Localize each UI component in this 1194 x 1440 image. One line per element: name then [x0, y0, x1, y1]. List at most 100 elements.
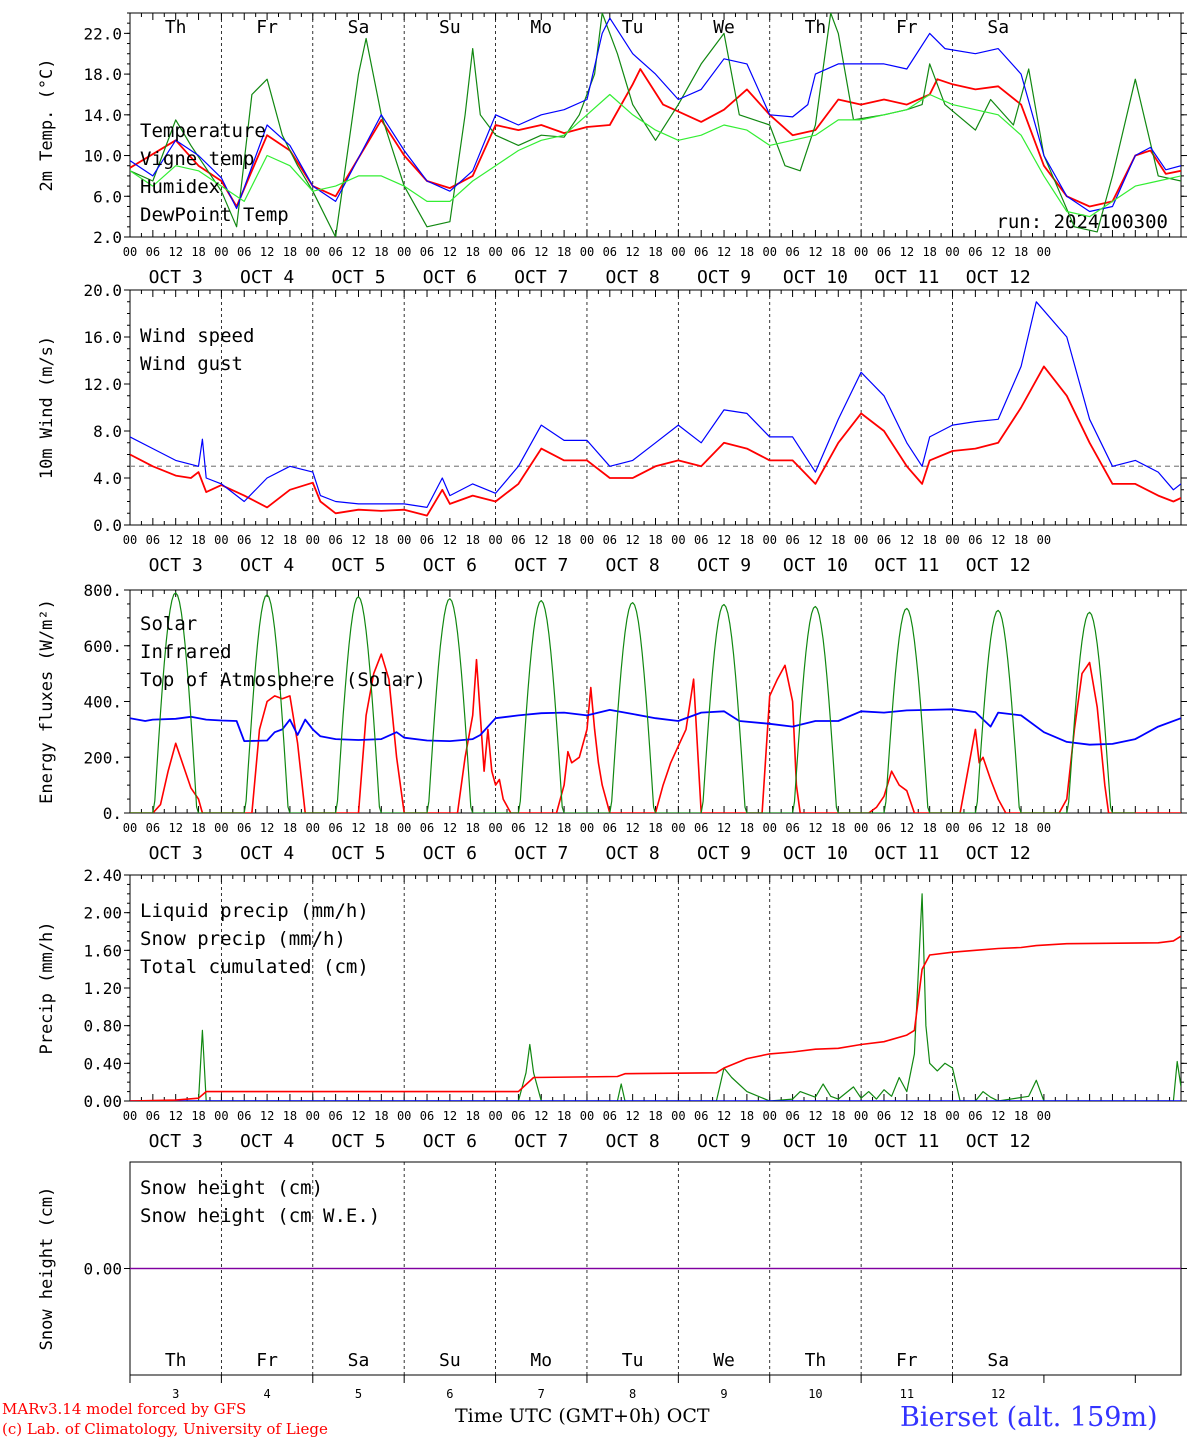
legend-entry: Liquid precip (mm/h) [140, 900, 369, 922]
hour-tick-label: 06 [146, 245, 160, 259]
hour-tick-label: 00 [397, 245, 411, 259]
hour-tick-label: 06 [785, 533, 799, 547]
hour-tick-label: 06 [694, 821, 708, 835]
hour-tick-label: 18 [191, 821, 205, 835]
hour-tick-label: 06 [968, 533, 982, 547]
y-tick-label: 1.20 [83, 979, 122, 998]
hour-tick-label: 18 [648, 1109, 662, 1123]
date-label: OCT 6 [423, 843, 477, 864]
date-label: OCT 9 [697, 267, 751, 288]
hour-tick-label: 06 [785, 245, 799, 259]
y-tick-label: 2.0 [93, 228, 122, 247]
y-tick-label: 2.40 [83, 866, 122, 885]
y-axis-label: Snow height (cm) [37, 1187, 57, 1351]
hour-tick-label: 18 [1014, 1109, 1028, 1123]
hour-tick-label: 18 [1014, 533, 1028, 547]
date-label: OCT 5 [331, 555, 385, 576]
station-name: Bierset (alt. 159m) [900, 1402, 1158, 1433]
plot-frame [129, 289, 1182, 526]
hour-tick-label: 18 [374, 245, 388, 259]
y-tick-label: 0.00 [83, 1092, 122, 1111]
date-label: OCT 10 [783, 843, 848, 864]
date-label: OCT 8 [606, 1131, 660, 1152]
hour-tick-label: 18 [648, 533, 662, 547]
date-label: OCT 11 [874, 1131, 939, 1152]
series-line-top-of-atmosphere-solar- [130, 592, 1136, 813]
date-label: OCT 7 [514, 555, 568, 576]
day-of-week-label: We [713, 17, 735, 38]
day-of-week-label: Th [805, 1350, 827, 1371]
hour-tick-label: 12 [351, 245, 365, 259]
hour-tick-label: 12 [900, 533, 914, 547]
hour-tick-label: 18 [922, 1109, 936, 1123]
hour-tick-label: 18 [374, 533, 388, 547]
hour-tick-label: 12 [351, 533, 365, 547]
hour-tick-label: 18 [465, 245, 479, 259]
date-label: OCT 6 [423, 267, 477, 288]
hour-tick-label: 00 [854, 1109, 868, 1123]
hour-tick-label: 12 [900, 1109, 914, 1123]
hour-tick-label: 12 [260, 1109, 274, 1123]
hour-tick-label: 06 [420, 821, 434, 835]
hour-tick-label: 06 [328, 821, 342, 835]
hour-tick-label: 00 [1037, 1109, 1051, 1123]
y-tick-label: 800. [83, 581, 122, 600]
series-group [130, 13, 1181, 237]
hour-tick-label: 12 [625, 245, 639, 259]
legend-entry: Wind speed [140, 325, 254, 347]
hour-tick-label: 18 [831, 1109, 845, 1123]
day-of-week-label: Su [439, 1350, 461, 1371]
hour-tick-label: 00 [763, 821, 777, 835]
hour-tick-label: 06 [603, 821, 617, 835]
date-label: OCT 11 [874, 267, 939, 288]
hour-tick-label: 12 [625, 821, 639, 835]
hour-tick-label: 00 [1037, 245, 1051, 259]
hour-tick-label: 00 [123, 821, 137, 835]
hour-tick-label: 12 [534, 821, 548, 835]
y-tick-label: 0.80 [83, 1017, 122, 1036]
y-tick-label: 20.0 [83, 281, 122, 300]
day-of-week-label: Fr [256, 1350, 278, 1371]
hour-tick-label: 00 [397, 533, 411, 547]
hour-tick-label: 12 [168, 821, 182, 835]
hour-tick-label: 18 [1014, 245, 1028, 259]
hour-tick-label: 06 [420, 533, 434, 547]
hour-tick-label: 12 [717, 1109, 731, 1123]
series-line-infrared [130, 708, 1181, 746]
legend-entry: Snow height (cm W.E.) [140, 1205, 380, 1227]
y-tick-label: 10.0 [83, 147, 122, 166]
hour-tick-label: 12 [443, 245, 457, 259]
legend-entry: Wind gust [140, 353, 243, 375]
hour-tick-label: 12 [260, 821, 274, 835]
panel-5: 0.00 Th 3 Fr 4 Sa 5 Su 6 Mo 7 Tu 8 We 9 Th 10 Fr 11 Sa 12 Sno… [37, 1161, 1187, 1401]
hour-tick-label: 00 [763, 533, 777, 547]
hour-tick-label: 18 [1014, 821, 1028, 835]
hour-tick-label: 00 [945, 533, 959, 547]
time-utc-label: Time UTC (GMT+0h) [455, 1405, 661, 1427]
hour-tick-label: 12 [991, 1109, 1005, 1123]
y-tick-label: 18.0 [83, 65, 122, 84]
date-label: OCT 11 [874, 843, 939, 864]
day-of-week-label: Th [165, 1350, 187, 1371]
day-of-week-label: Sa [348, 17, 370, 38]
hour-tick-label: 06 [328, 1109, 342, 1123]
lab-credit-line: (c) Lab. of Climatology, University of L… [2, 1420, 328, 1438]
y-tick-label: 0.00 [83, 1260, 122, 1279]
hour-tick-label: 00 [945, 245, 959, 259]
hour-tick-label: 06 [511, 533, 525, 547]
hour-tick-label: 18 [191, 1109, 205, 1123]
hour-tick-label: 00 [123, 1109, 137, 1123]
date-label: OCT 12 [966, 843, 1031, 864]
hour-tick-label: 00 [488, 1109, 502, 1123]
y-tick-label: 200. [83, 748, 122, 767]
day-number-label: 7 [538, 1387, 545, 1401]
hour-tick-label: 18 [283, 821, 297, 835]
legend-entry: Top of Atmosphere (Solar) [140, 669, 426, 691]
date-label: OCT 12 [966, 267, 1031, 288]
hour-tick-label: 12 [443, 821, 457, 835]
day-number-label: 11 [900, 1387, 914, 1401]
hour-tick-label: 12 [808, 1109, 822, 1123]
panel-2: 0.0 4.0 8.0 12.0 16.0 20.0 00 06 12 18 00 06 12 18 00 0… [37, 281, 1187, 576]
day-of-week-label: Tu [622, 1350, 644, 1371]
hour-tick-label: 12 [808, 245, 822, 259]
